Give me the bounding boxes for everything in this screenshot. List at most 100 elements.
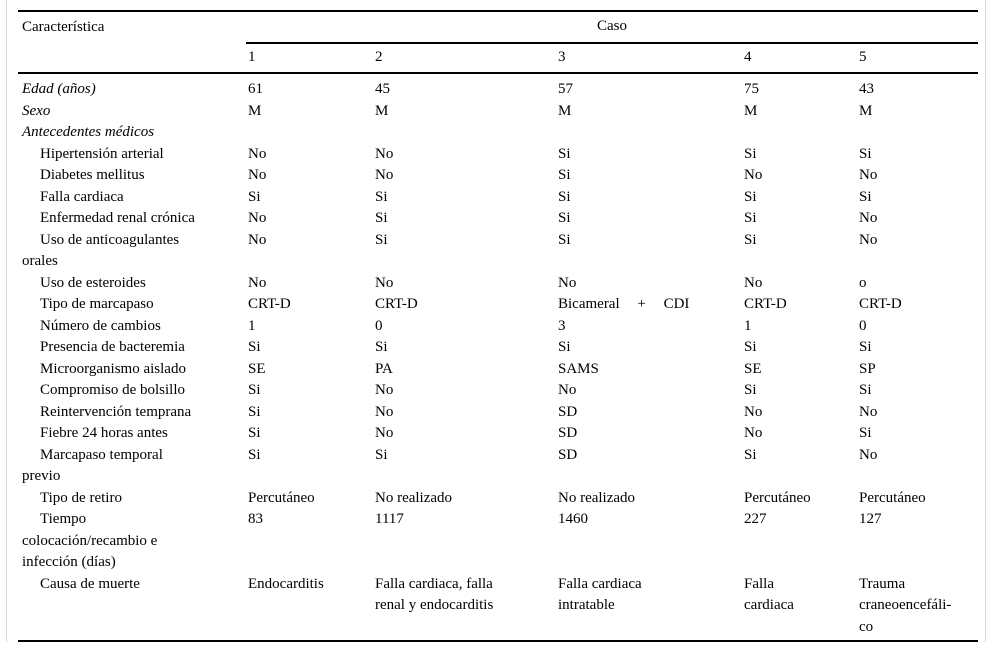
table-row: Compromiso de bolsillo Si No No Si Si bbox=[18, 380, 978, 402]
row-label: Compromiso de bolsillo bbox=[40, 382, 186, 398]
table-header-group-row: Característica Caso bbox=[18, 12, 978, 44]
row-label: Tiempo colocación/recambio e infección (… bbox=[22, 511, 158, 570]
cell-value: Si bbox=[375, 446, 388, 463]
cell-value: 227 bbox=[744, 511, 767, 527]
cell-value: 1117 bbox=[375, 511, 404, 527]
row-label: Antecedentes médicos bbox=[22, 124, 155, 140]
row-label: Causa de muerte bbox=[40, 575, 140, 592]
table-row: Marcapaso temporal previo Si Si SD Si No bbox=[18, 445, 978, 488]
cell-value: No bbox=[859, 210, 878, 226]
cell-value: Falla cardiaca bbox=[744, 575, 794, 614]
cell-value: SD bbox=[558, 425, 578, 441]
row-label: Enfermedad renal crónica bbox=[40, 210, 195, 226]
cell-value: Falla cardiaca intratable bbox=[558, 575, 642, 614]
table-row: Sexo M M M M M bbox=[18, 101, 978, 123]
table-row: Tiempo colocación/recambio e infección (… bbox=[18, 509, 978, 574]
cell-value: No bbox=[248, 231, 267, 248]
cell-value: M bbox=[558, 102, 572, 119]
cell-value: Si bbox=[248, 403, 261, 420]
cell-value: No bbox=[859, 167, 878, 183]
row-label: Hipertensión arterial bbox=[40, 145, 164, 162]
cell-value: No realizado bbox=[375, 489, 453, 506]
table-row: Tipo de retiro Percutáneo No realizado No r… bbox=[18, 488, 978, 510]
table-row: Uso de anticoagulantes orales No Si Si Si No bbox=[18, 230, 978, 273]
cell-value: CRT-D bbox=[248, 296, 291, 312]
cell-value: Si bbox=[744, 188, 757, 205]
cell-value: Percutáneo bbox=[744, 489, 811, 506]
cell-value: Si bbox=[859, 425, 872, 441]
cell-value: No bbox=[859, 446, 878, 463]
table-row: Presencia de bacteremia Si Si Si Si Si bbox=[18, 337, 978, 359]
cell-value: Si bbox=[859, 188, 872, 205]
row-label: Uso de esteroides bbox=[40, 274, 146, 291]
cell-value: No bbox=[248, 167, 267, 183]
cell-value: No bbox=[744, 167, 763, 183]
cell-value: Si bbox=[744, 231, 757, 248]
cell-value: No bbox=[744, 425, 763, 441]
cell-value: Si bbox=[248, 188, 261, 205]
cell-value: No bbox=[375, 403, 394, 420]
cell-value: 75 bbox=[744, 81, 759, 97]
cell-value: Si bbox=[375, 231, 388, 248]
cell-value: No bbox=[375, 382, 394, 398]
row-label: Sexo bbox=[22, 102, 51, 119]
cell-value: 127 bbox=[859, 511, 882, 527]
row-label: Tipo de retiro bbox=[40, 489, 122, 506]
cell-value: 0 bbox=[859, 317, 867, 334]
cell-value: PA bbox=[375, 360, 393, 377]
case-column-header: 3 bbox=[558, 48, 566, 65]
case-number-header-row: 1 2 3 4 5 bbox=[18, 44, 978, 72]
row-label: Fiebre 24 horas antes bbox=[40, 425, 168, 441]
cell-value: 1 bbox=[744, 317, 752, 334]
cell-value: Si bbox=[558, 339, 571, 355]
cell-value: No bbox=[375, 425, 394, 441]
cell-value: Endocarditis bbox=[248, 575, 324, 592]
cell-value: 43 bbox=[859, 81, 874, 97]
row-label: Edad (años) bbox=[22, 81, 96, 97]
cell-value: Si bbox=[558, 231, 571, 248]
row-label: Diabetes mellitus bbox=[40, 167, 145, 183]
bottom-rule bbox=[18, 640, 978, 642]
cell-value: No bbox=[375, 274, 394, 291]
cell-value: Si bbox=[248, 446, 261, 463]
row-label: Número de cambios bbox=[40, 317, 161, 334]
cell-value: 1 bbox=[248, 317, 256, 334]
top-rule bbox=[18, 10, 978, 12]
table-row: Reintervención temprana Si No SD No No bbox=[18, 402, 978, 424]
cell-value: SD bbox=[558, 446, 578, 463]
cell-value: Si bbox=[248, 382, 261, 398]
cell-value: No bbox=[375, 167, 394, 183]
cell-value: CRT-D bbox=[375, 296, 418, 312]
cell-value: Si bbox=[558, 167, 571, 183]
cell-value: Si bbox=[375, 188, 388, 205]
cell-value: No bbox=[558, 382, 577, 398]
cell-value: CRT-D bbox=[744, 296, 787, 312]
row-label: Presencia de bacteremia bbox=[40, 339, 185, 355]
cell-value: SE bbox=[248, 360, 266, 377]
cell-value: No bbox=[859, 403, 878, 420]
table-row: Diabetes mellitus No No Si No No bbox=[18, 165, 978, 187]
header-rule bbox=[18, 71, 978, 74]
cell-value: Si bbox=[744, 210, 757, 226]
cell-value: No realizado bbox=[558, 489, 636, 506]
case-column-header: 2 bbox=[375, 48, 383, 65]
table-body: Edad (años) 61 45 57 75 43 Sexo M M M M M Antecedent… bbox=[18, 74, 978, 640]
table-row: Edad (años) 61 45 57 75 43 bbox=[18, 79, 978, 101]
cell-value: CRT-D bbox=[859, 296, 902, 312]
cell-value: 45 bbox=[375, 81, 390, 97]
cell-value: Si bbox=[375, 210, 388, 226]
cell-value: 1460 bbox=[558, 511, 588, 527]
row-label: Falla cardiaca bbox=[40, 188, 124, 205]
table-row: Microorganismo aislado SE PA SAMS SE SP bbox=[18, 359, 978, 381]
cell-value: SAMS bbox=[558, 360, 599, 377]
cell-value: Falla cardiaca, falla renal y endocardit… bbox=[375, 575, 494, 614]
cell-value: M bbox=[248, 102, 262, 119]
cell-value: No bbox=[744, 403, 763, 420]
case-column-header: 1 bbox=[248, 48, 256, 65]
cell-value: No bbox=[558, 274, 577, 291]
case-column-header: 5 bbox=[859, 48, 867, 65]
row-label: Marcapaso temporal previo bbox=[22, 446, 163, 485]
cell-value: Si bbox=[744, 446, 757, 463]
cell-value: M bbox=[375, 102, 389, 119]
cell-value: Bicameral + CDI bbox=[558, 296, 690, 312]
